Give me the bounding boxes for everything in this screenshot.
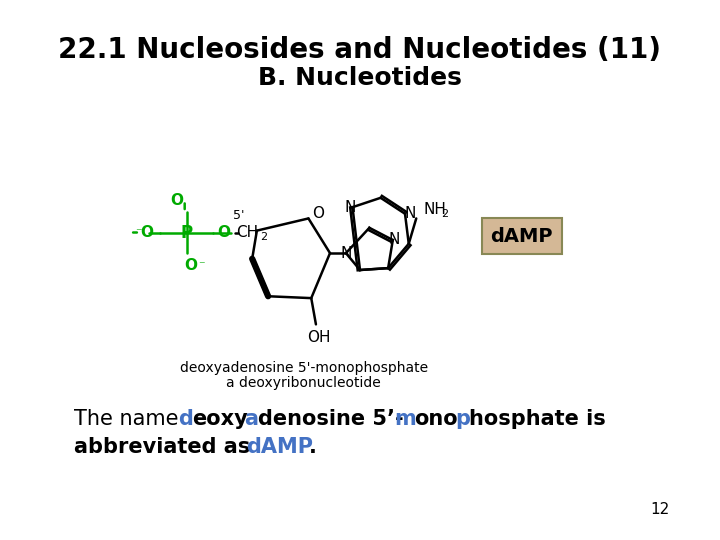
Text: NH: NH [424,201,446,217]
Text: O: O [140,225,153,240]
Text: p: p [455,409,470,429]
Text: ono: ono [415,409,458,429]
Text: m: m [394,409,416,429]
Text: dAMP: dAMP [490,227,553,246]
Text: 2: 2 [260,232,267,242]
FancyBboxPatch shape [482,219,562,254]
Text: 5': 5' [233,209,245,222]
Text: a deoxyribonucleotide: a deoxyribonucleotide [226,375,381,389]
Text: O: O [171,193,184,208]
Text: P: P [181,224,193,241]
Text: O: O [217,225,230,240]
Text: deoxyadenosine 5'-monophosphate: deoxyadenosine 5'-monophosphate [180,361,428,375]
Text: N: N [389,233,400,247]
Text: eoxy: eoxy [192,409,248,429]
Text: 22.1 Nucleosides and Nucleotides (11): 22.1 Nucleosides and Nucleotides (11) [58,36,662,64]
Text: N: N [345,200,356,215]
Text: d: d [179,409,193,429]
Text: N: N [341,246,351,261]
Text: denosine 5’-: denosine 5’- [258,409,403,429]
Text: a: a [245,409,258,429]
Text: 12: 12 [650,502,670,517]
Text: ⁻: ⁻ [135,226,142,239]
Text: O: O [312,206,324,221]
Text: O: O [185,258,198,273]
Text: The name: The name [74,409,185,429]
Text: 2: 2 [441,209,449,219]
Text: ⁻: ⁻ [198,259,204,272]
Text: N: N [404,206,415,221]
Text: CH: CH [236,225,258,240]
Text: abbreviated as: abbreviated as [74,437,258,457]
Text: OH: OH [307,330,330,345]
Text: .: . [309,437,317,457]
Text: hosphate is: hosphate is [469,409,606,429]
Text: B. Nucleotides: B. Nucleotides [258,66,462,90]
Text: dAMP: dAMP [246,437,313,457]
